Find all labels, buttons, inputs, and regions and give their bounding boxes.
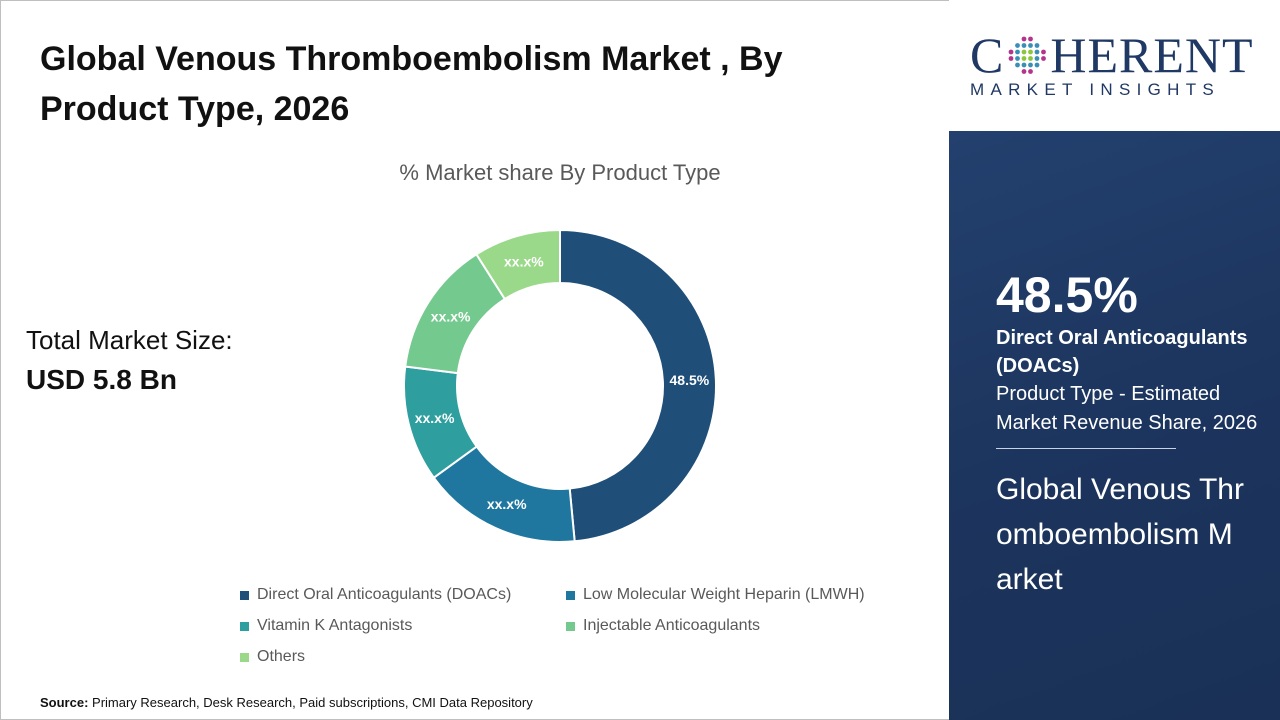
source-text: Primary Research, Desk Research, Paid su…	[92, 695, 533, 710]
page-title: Global Venous Thromboembolism Market , B…	[40, 40, 783, 128]
legend-label: Others	[257, 648, 306, 665]
highlight-content: 48.5% Direct Oral Anticoagulants (DOACs)…	[996, 266, 1260, 602]
donut-slice	[559, 228, 717, 543]
highlight-description: Product Type - Estimated Market Revenue …	[996, 383, 1258, 434]
legend-swatch	[566, 590, 575, 600]
legend-item: Direct Oral Anticoagulants (DOACs)	[240, 586, 511, 604]
legend-swatch	[240, 652, 249, 662]
legend-label: Direct Oral Anticoagulants (DOACs)	[257, 586, 512, 603]
chart-title: % Market share By Product Type	[399, 160, 721, 185]
logo-tagline: MARKET INSIGHTS	[970, 80, 1221, 99]
legend-label: Vitamin K Antagonists	[257, 617, 413, 634]
highlight-segment: Direct Oral Anticoagulants (DOACs)	[996, 327, 1248, 377]
legend-item: Vitamin K Antagonists	[240, 617, 412, 635]
highlight-value: 48.5%	[996, 267, 1138, 323]
data-label: xx.x%	[415, 410, 455, 426]
legend-swatch	[566, 621, 575, 631]
legend-label: Injectable Anticoagulants	[583, 617, 761, 634]
globe-dots-icon	[1008, 36, 1047, 74]
data-label: xx.x%	[504, 254, 544, 270]
donut-slice	[475, 228, 561, 301]
divider	[996, 448, 1176, 449]
data-label: xx.x%	[487, 496, 527, 512]
company-logo: C HERENT MARKET INSIGHTS	[970, 30, 1270, 100]
market-name: Global Venous Thromboembolism Market	[996, 473, 1244, 596]
legend-label: Low Molecular Weight Heparin (LMWH)	[583, 586, 865, 603]
donut-chart: 48.5% xx.x% xx.x% xx.x% xx.x%	[403, 228, 717, 543]
legend-swatch	[240, 621, 249, 631]
source-label: Source:	[40, 695, 89, 710]
legend-swatch	[240, 590, 249, 600]
legend-item: Low Molecular Weight Heparin (LMWH)	[566, 586, 865, 604]
data-label: 48.5%	[670, 372, 710, 388]
total-market-label: Total Market Size:	[26, 325, 233, 355]
highlight-panel	[949, 131, 1280, 720]
source-note: Source: Primary Research, Desk Research,…	[40, 695, 533, 710]
legend-item: Others	[240, 648, 305, 666]
total-market-value: USD 5.8 Bn	[26, 364, 177, 395]
data-label: xx.x%	[431, 309, 471, 325]
legend-item: Injectable Anticoagulants	[566, 617, 760, 635]
logo-wordmark: C HERENT	[970, 27, 1254, 83]
